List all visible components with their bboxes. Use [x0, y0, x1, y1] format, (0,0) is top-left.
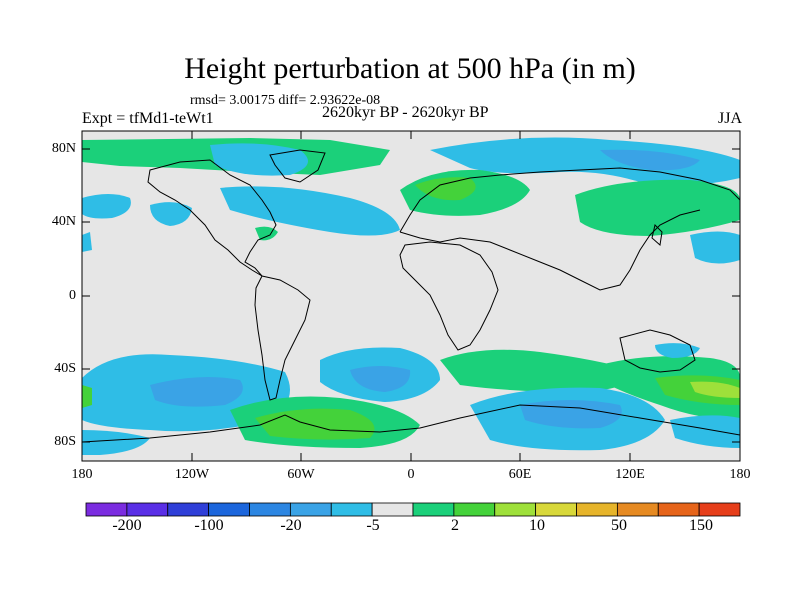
anomaly-positive-indian	[440, 349, 640, 392]
colorbar-label: 10	[529, 517, 545, 534]
colorbar-box	[289, 502, 332, 517]
anomaly-negative-arctic-east-dark	[600, 149, 700, 171]
anomaly-negative-kamchatka	[690, 231, 740, 264]
colorbar-label: -200	[112, 517, 142, 534]
anomaly-negative-southern-indian-core	[520, 400, 622, 429]
colorbar-box	[616, 502, 659, 517]
colorbar-box	[698, 502, 741, 517]
lon-tick-label: 60E	[508, 467, 532, 482]
lat-tick-label: 40N	[51, 214, 76, 229]
lon-tick-label: 60W	[287, 467, 315, 482]
anomaly-positive-us	[255, 226, 278, 241]
lon-tick-label: 180	[71, 467, 93, 482]
anomaly-negative-southern-ocean-east	[670, 415, 740, 448]
colorbar-box	[126, 502, 169, 517]
colorbar-box	[657, 502, 700, 517]
colorbar-box	[85, 502, 128, 517]
coast-north-america	[147, 159, 277, 277]
anomaly-positive-southern-atlantic-core	[255, 408, 375, 440]
coastlines	[82, 149, 740, 443]
anomaly-negative-atlantic	[220, 186, 400, 236]
colorbar-box	[535, 502, 577, 517]
lat-tick-label: 40S	[54, 361, 76, 376]
colorbar-box	[453, 502, 496, 517]
experiment-label: Expt = tfMd1-teWt1	[82, 110, 214, 127]
colorbar-box	[330, 502, 373, 517]
colorbar-label: 150	[689, 517, 713, 534]
lon-tick-label: 180	[729, 467, 751, 482]
lon-tick-label: 120W	[174, 467, 210, 482]
stats-label: rmsd= 3.00175 diff= 2.93622e-08	[190, 93, 381, 108]
anomaly-negative-nw-pacific-edge	[82, 232, 92, 252]
anomaly-negative-south-pacific-core	[150, 376, 243, 407]
colorbar-box	[371, 502, 414, 517]
anomaly-negative-southern-ocean-west	[82, 430, 150, 455]
anomaly-negative-pacific	[150, 202, 192, 226]
colorbar-box	[249, 502, 291, 517]
colorbar	[85, 502, 741, 517]
anomaly-negative-arctic-east	[430, 137, 740, 186]
season-label: JJA	[717, 110, 742, 127]
colorbar-box	[208, 502, 250, 517]
colorbar-label: 2	[451, 517, 459, 534]
map-title: Height perturbation at 500 hPa (in m)	[184, 52, 636, 85]
coast-south-america	[254, 275, 311, 401]
axis-ticks	[81, 131, 741, 461]
coast-japan	[651, 224, 663, 246]
anomaly-positive-asia	[575, 179, 740, 236]
colorbar-label: -5	[366, 517, 380, 534]
coast-greenland	[269, 149, 326, 183]
anomaly-positive-siberia-core	[415, 177, 476, 201]
colorbar-box	[412, 502, 455, 517]
colorbar-box	[576, 502, 618, 517]
coast-australia	[619, 329, 696, 373]
colorbar-label: 50	[611, 517, 627, 534]
lat-tick-label: 80N	[51, 141, 76, 156]
colorbar-box	[494, 502, 537, 517]
colorbar-label: -20	[280, 517, 302, 534]
anomaly-positive-australia-strong	[690, 381, 740, 398]
lat-tick-label: 0	[69, 288, 76, 303]
lon-tick-label: 120E	[615, 467, 645, 482]
anomaly-negative-tasman	[655, 343, 700, 358]
lon-tick-label: 0	[407, 467, 415, 482]
colorbar-box	[167, 502, 210, 517]
anomaly-negative-south-atlantic-core	[350, 366, 411, 392]
coast-antarctica	[82, 404, 740, 443]
colorbar-label: -100	[194, 517, 224, 534]
anomaly-negative-greenland	[210, 143, 308, 176]
coast-africa	[399, 241, 499, 351]
anomaly-negative-na-west	[82, 194, 131, 219]
lat-tick-label: 80S	[54, 434, 76, 449]
anomaly-positive-far-west	[82, 385, 92, 408]
period-label: 2620kyr BP - 2620kyr BP	[322, 104, 489, 121]
